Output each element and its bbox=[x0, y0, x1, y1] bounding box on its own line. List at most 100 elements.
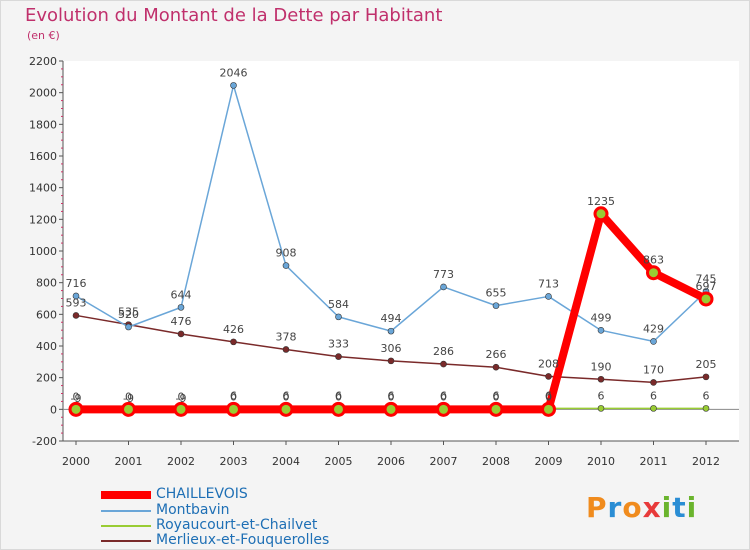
data-point bbox=[331, 401, 346, 417]
data-label: 520 bbox=[118, 308, 139, 321]
data-point bbox=[597, 405, 605, 412]
data-label: 190 bbox=[591, 360, 612, 373]
data-point bbox=[125, 323, 132, 331]
x-tick-label: 2011 bbox=[640, 455, 668, 468]
data-label: 333 bbox=[328, 338, 349, 351]
data-label: 0 bbox=[335, 390, 342, 403]
data-point bbox=[650, 338, 657, 345]
x-tick-label: 2002 bbox=[167, 455, 195, 468]
data-label: 535 bbox=[118, 306, 139, 319]
data-point bbox=[545, 293, 552, 300]
x-tick-label: 2000 bbox=[62, 455, 90, 468]
data-point bbox=[545, 373, 552, 380]
legend-label-merlieux: Merlieux-et-Fouquerolles bbox=[156, 532, 330, 548]
data-point bbox=[335, 353, 342, 360]
data-label: 863 bbox=[643, 254, 664, 267]
data-point bbox=[282, 346, 290, 353]
data-label: 499 bbox=[591, 311, 612, 324]
y-tick-label: 400 bbox=[36, 340, 57, 353]
data-label: -9 bbox=[71, 392, 82, 405]
legend-swatch-royaucourt bbox=[101, 525, 151, 527]
legend-swatch-merlieux bbox=[101, 540, 151, 542]
data-label: 773 bbox=[433, 268, 454, 281]
logo-letter: x bbox=[642, 491, 662, 524]
data-label: 6 bbox=[650, 389, 657, 402]
data-label: -9 bbox=[176, 392, 187, 405]
data-label: 205 bbox=[696, 358, 717, 371]
data-label: 476 bbox=[171, 315, 192, 328]
data-point bbox=[230, 338, 237, 346]
data-point bbox=[387, 327, 395, 335]
chart-subtitle: (en €) bbox=[27, 29, 60, 42]
data-label: 6 bbox=[493, 389, 500, 402]
data-label: 306 bbox=[381, 342, 402, 355]
proxiti-logo: Proxiti bbox=[586, 491, 697, 524]
data-point bbox=[436, 401, 451, 417]
data-label: 908 bbox=[276, 247, 297, 260]
data-label: 426 bbox=[223, 323, 244, 336]
data-point bbox=[597, 375, 605, 383]
logo-letter: r bbox=[607, 491, 623, 524]
data-point bbox=[226, 401, 241, 417]
data-point bbox=[177, 304, 185, 311]
data-point bbox=[68, 401, 84, 417]
y-tick-label: 2000 bbox=[29, 87, 57, 100]
data-point bbox=[440, 360, 447, 368]
x-tick-label: 2001 bbox=[115, 455, 143, 468]
logo-letter: i bbox=[661, 491, 673, 524]
y-tick-label: 200 bbox=[36, 372, 57, 385]
data-point bbox=[541, 401, 556, 417]
legend-swatch-montbavin bbox=[101, 510, 151, 512]
data-label: 655 bbox=[486, 287, 507, 300]
data-point bbox=[492, 302, 500, 309]
x-tick-label: 2010 bbox=[587, 455, 615, 468]
data-point bbox=[702, 373, 710, 381]
x-tick-label: 2009 bbox=[535, 455, 563, 468]
data-label: 6 bbox=[440, 389, 447, 402]
data-label: 286 bbox=[433, 345, 454, 358]
data-point bbox=[72, 292, 80, 300]
x-tick-label: 2004 bbox=[272, 455, 300, 468]
y-tick-label: 2200 bbox=[29, 55, 57, 68]
data-label: 6 bbox=[230, 389, 237, 402]
data-label: 716 bbox=[66, 277, 87, 290]
data-point bbox=[646, 265, 661, 281]
plot-area bbox=[63, 61, 739, 441]
data-label: 0 bbox=[545, 390, 552, 403]
data-label: 6 bbox=[335, 389, 342, 402]
data-point bbox=[383, 401, 399, 417]
data-label: 429 bbox=[643, 322, 664, 335]
data-point bbox=[593, 206, 609, 222]
data-point bbox=[488, 401, 504, 417]
chart-title: Evolution du Montant de la Dette par Hab… bbox=[25, 5, 443, 26]
data-label: 0 bbox=[440, 390, 447, 403]
data-label: 6 bbox=[545, 389, 552, 402]
x-tick-label: 2006 bbox=[377, 455, 405, 468]
data-label: 494 bbox=[381, 312, 402, 325]
data-point bbox=[230, 82, 237, 89]
y-tick-label: 1800 bbox=[29, 118, 57, 131]
data-label: 713 bbox=[538, 277, 559, 290]
data-label: 593 bbox=[66, 296, 87, 309]
data-point bbox=[335, 313, 342, 321]
data-label: 0 bbox=[388, 390, 395, 403]
data-point bbox=[177, 330, 185, 338]
data-point bbox=[597, 327, 605, 334]
data-label: 2046 bbox=[220, 66, 248, 79]
x-tick-label: 2012 bbox=[692, 455, 720, 468]
legend-swatch-chaillevois bbox=[101, 491, 151, 499]
data-label: 6 bbox=[388, 389, 395, 402]
y-tick-label: 800 bbox=[36, 277, 57, 290]
logo-letter: P bbox=[586, 491, 608, 524]
legend-label-montbavin: Montbavin bbox=[156, 502, 230, 518]
y-tick-label: 1400 bbox=[29, 182, 57, 195]
x-tick-label: 2008 bbox=[482, 455, 510, 468]
x-tick-label: 2005 bbox=[325, 455, 353, 468]
data-label: 6 bbox=[283, 389, 290, 402]
data-point bbox=[282, 262, 290, 269]
data-point bbox=[173, 401, 189, 417]
data-label: 584 bbox=[328, 298, 349, 311]
data-point bbox=[650, 379, 657, 386]
data-point bbox=[650, 405, 657, 412]
data-label: 0 bbox=[178, 390, 185, 403]
